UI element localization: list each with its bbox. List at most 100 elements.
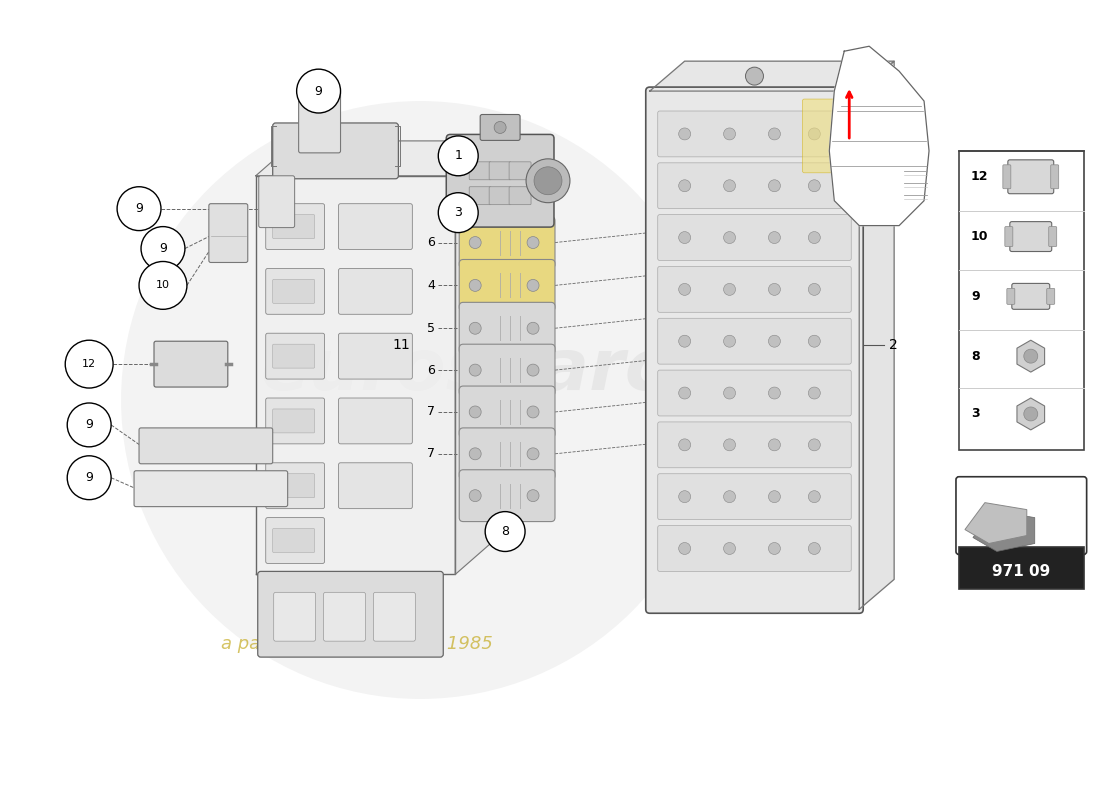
Circle shape xyxy=(534,167,562,194)
Polygon shape xyxy=(859,61,894,610)
Circle shape xyxy=(769,180,780,192)
Polygon shape xyxy=(255,176,455,574)
Circle shape xyxy=(808,439,821,451)
Text: 6: 6 xyxy=(428,364,436,377)
FancyBboxPatch shape xyxy=(274,592,316,641)
Circle shape xyxy=(297,69,341,113)
Text: 6: 6 xyxy=(428,236,436,249)
Circle shape xyxy=(724,542,736,554)
Text: 8: 8 xyxy=(502,525,509,538)
Circle shape xyxy=(679,542,691,554)
FancyBboxPatch shape xyxy=(339,334,412,379)
FancyBboxPatch shape xyxy=(339,204,412,250)
Text: 7: 7 xyxy=(427,406,436,418)
FancyBboxPatch shape xyxy=(658,370,851,416)
Circle shape xyxy=(808,180,821,192)
Circle shape xyxy=(527,364,539,376)
Circle shape xyxy=(808,335,821,347)
Circle shape xyxy=(527,237,539,249)
Text: 3: 3 xyxy=(454,206,462,219)
Circle shape xyxy=(527,406,539,418)
FancyBboxPatch shape xyxy=(273,474,315,498)
Text: 2: 2 xyxy=(889,338,898,352)
Circle shape xyxy=(1024,407,1037,421)
Circle shape xyxy=(679,231,691,243)
FancyBboxPatch shape xyxy=(646,87,864,614)
Text: 9: 9 xyxy=(85,418,94,431)
Text: a passion for parts since 1985: a passion for parts since 1985 xyxy=(221,635,493,653)
Circle shape xyxy=(67,403,111,447)
FancyBboxPatch shape xyxy=(209,204,248,262)
Circle shape xyxy=(470,406,481,418)
FancyBboxPatch shape xyxy=(658,214,851,261)
Circle shape xyxy=(438,136,478,176)
Text: 9: 9 xyxy=(85,471,94,484)
Text: 4: 4 xyxy=(428,279,436,292)
FancyBboxPatch shape xyxy=(257,571,443,657)
Text: 12: 12 xyxy=(971,170,989,183)
Polygon shape xyxy=(255,141,495,176)
Text: 971 09: 971 09 xyxy=(992,564,1050,579)
Polygon shape xyxy=(455,141,495,574)
Circle shape xyxy=(470,237,481,249)
FancyBboxPatch shape xyxy=(1050,165,1058,189)
Polygon shape xyxy=(650,61,894,91)
FancyBboxPatch shape xyxy=(490,186,512,205)
Text: eurosparcs: eurosparcs xyxy=(261,336,712,405)
Circle shape xyxy=(769,439,780,451)
Text: 7: 7 xyxy=(427,447,436,460)
Circle shape xyxy=(679,128,691,140)
Circle shape xyxy=(808,387,821,399)
Circle shape xyxy=(769,542,780,554)
Circle shape xyxy=(808,231,821,243)
FancyBboxPatch shape xyxy=(658,422,851,468)
FancyBboxPatch shape xyxy=(266,518,324,563)
Circle shape xyxy=(470,322,481,334)
Circle shape xyxy=(494,122,506,134)
Circle shape xyxy=(746,67,763,85)
Circle shape xyxy=(808,283,821,295)
Text: 10: 10 xyxy=(971,230,989,243)
FancyBboxPatch shape xyxy=(266,334,324,379)
FancyBboxPatch shape xyxy=(323,592,365,641)
FancyBboxPatch shape xyxy=(658,474,851,519)
Text: 3: 3 xyxy=(971,407,980,421)
Polygon shape xyxy=(972,510,1035,551)
Circle shape xyxy=(527,279,539,291)
Circle shape xyxy=(1024,349,1037,363)
Circle shape xyxy=(724,335,736,347)
Circle shape xyxy=(679,490,691,502)
FancyBboxPatch shape xyxy=(339,269,412,314)
Circle shape xyxy=(679,439,691,451)
Circle shape xyxy=(139,262,187,310)
Text: 1: 1 xyxy=(454,150,462,162)
FancyBboxPatch shape xyxy=(459,428,556,480)
Circle shape xyxy=(141,226,185,270)
FancyBboxPatch shape xyxy=(339,398,412,444)
FancyBboxPatch shape xyxy=(459,302,556,354)
Polygon shape xyxy=(965,502,1026,543)
Text: 9: 9 xyxy=(315,85,322,98)
FancyBboxPatch shape xyxy=(490,162,512,180)
Circle shape xyxy=(679,283,691,295)
FancyBboxPatch shape xyxy=(802,99,851,173)
FancyBboxPatch shape xyxy=(459,217,556,269)
Circle shape xyxy=(724,387,736,399)
FancyBboxPatch shape xyxy=(1004,226,1013,246)
Circle shape xyxy=(808,490,821,502)
FancyBboxPatch shape xyxy=(266,204,324,250)
FancyBboxPatch shape xyxy=(459,386,556,438)
FancyBboxPatch shape xyxy=(266,398,324,444)
Circle shape xyxy=(679,335,691,347)
Circle shape xyxy=(438,193,478,233)
FancyBboxPatch shape xyxy=(658,318,851,364)
FancyBboxPatch shape xyxy=(658,266,851,312)
Circle shape xyxy=(470,490,481,502)
FancyBboxPatch shape xyxy=(139,428,273,464)
Circle shape xyxy=(724,283,736,295)
FancyBboxPatch shape xyxy=(481,114,520,141)
Polygon shape xyxy=(829,46,930,226)
FancyBboxPatch shape xyxy=(509,162,531,180)
FancyBboxPatch shape xyxy=(1003,165,1011,189)
Circle shape xyxy=(679,180,691,192)
